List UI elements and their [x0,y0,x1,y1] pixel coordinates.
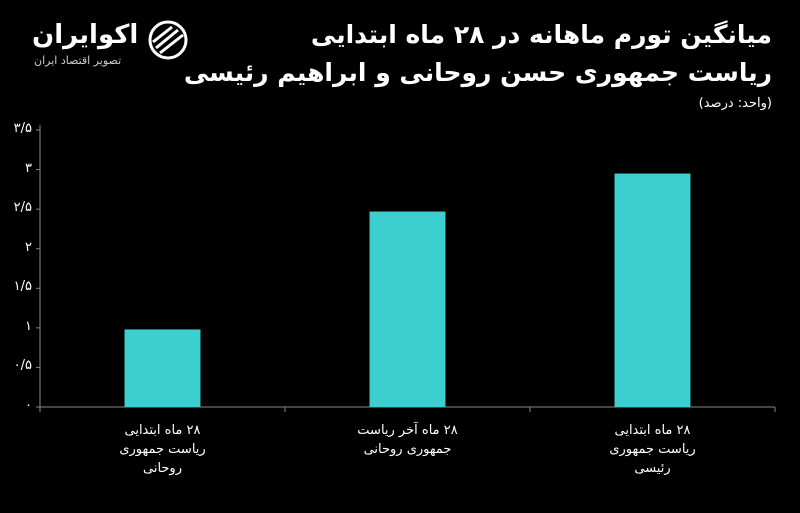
y-tick-label: ۱ [25,318,32,334]
y-tick-label: ۰/۵ [13,358,32,374]
logo-icon [148,20,188,60]
chart-title: میانگین تورم ماهانه در ۲۸ ماه ابتدایی [310,20,772,49]
x-tick-label: ۲۸ ماه آخر ریاست جمهوری روحانی [357,423,458,457]
unit-label: (واحد: درصد) [698,96,772,111]
bar [124,329,201,407]
y-tick-label: ۱/۵ [13,279,32,295]
chart-subtitle: ریاست جمهوری حسن روحانی و ابراهیم رئیسی [183,58,772,87]
y-tick-label: ۳ [25,160,32,176]
y-tick-label: ۳/۵ [13,121,32,136]
y-tick-label: ۲/۵ [13,200,32,216]
bar [369,211,446,407]
y-tick-label: ۲ [25,239,32,255]
x-tick-label: ۲۸ ماه ابتدایی ریاست جمهوری روحانی [119,423,206,476]
y-tick-label: ۰ [25,398,32,413]
brand-name: اکوایران [32,20,139,50]
x-tick-label: ۲۸ ماه ابتدایی ریاست جمهوری رئیسی [609,423,696,476]
brand-tagline: تصویر اقتصاد ایران [34,54,122,67]
bar [614,173,691,407]
